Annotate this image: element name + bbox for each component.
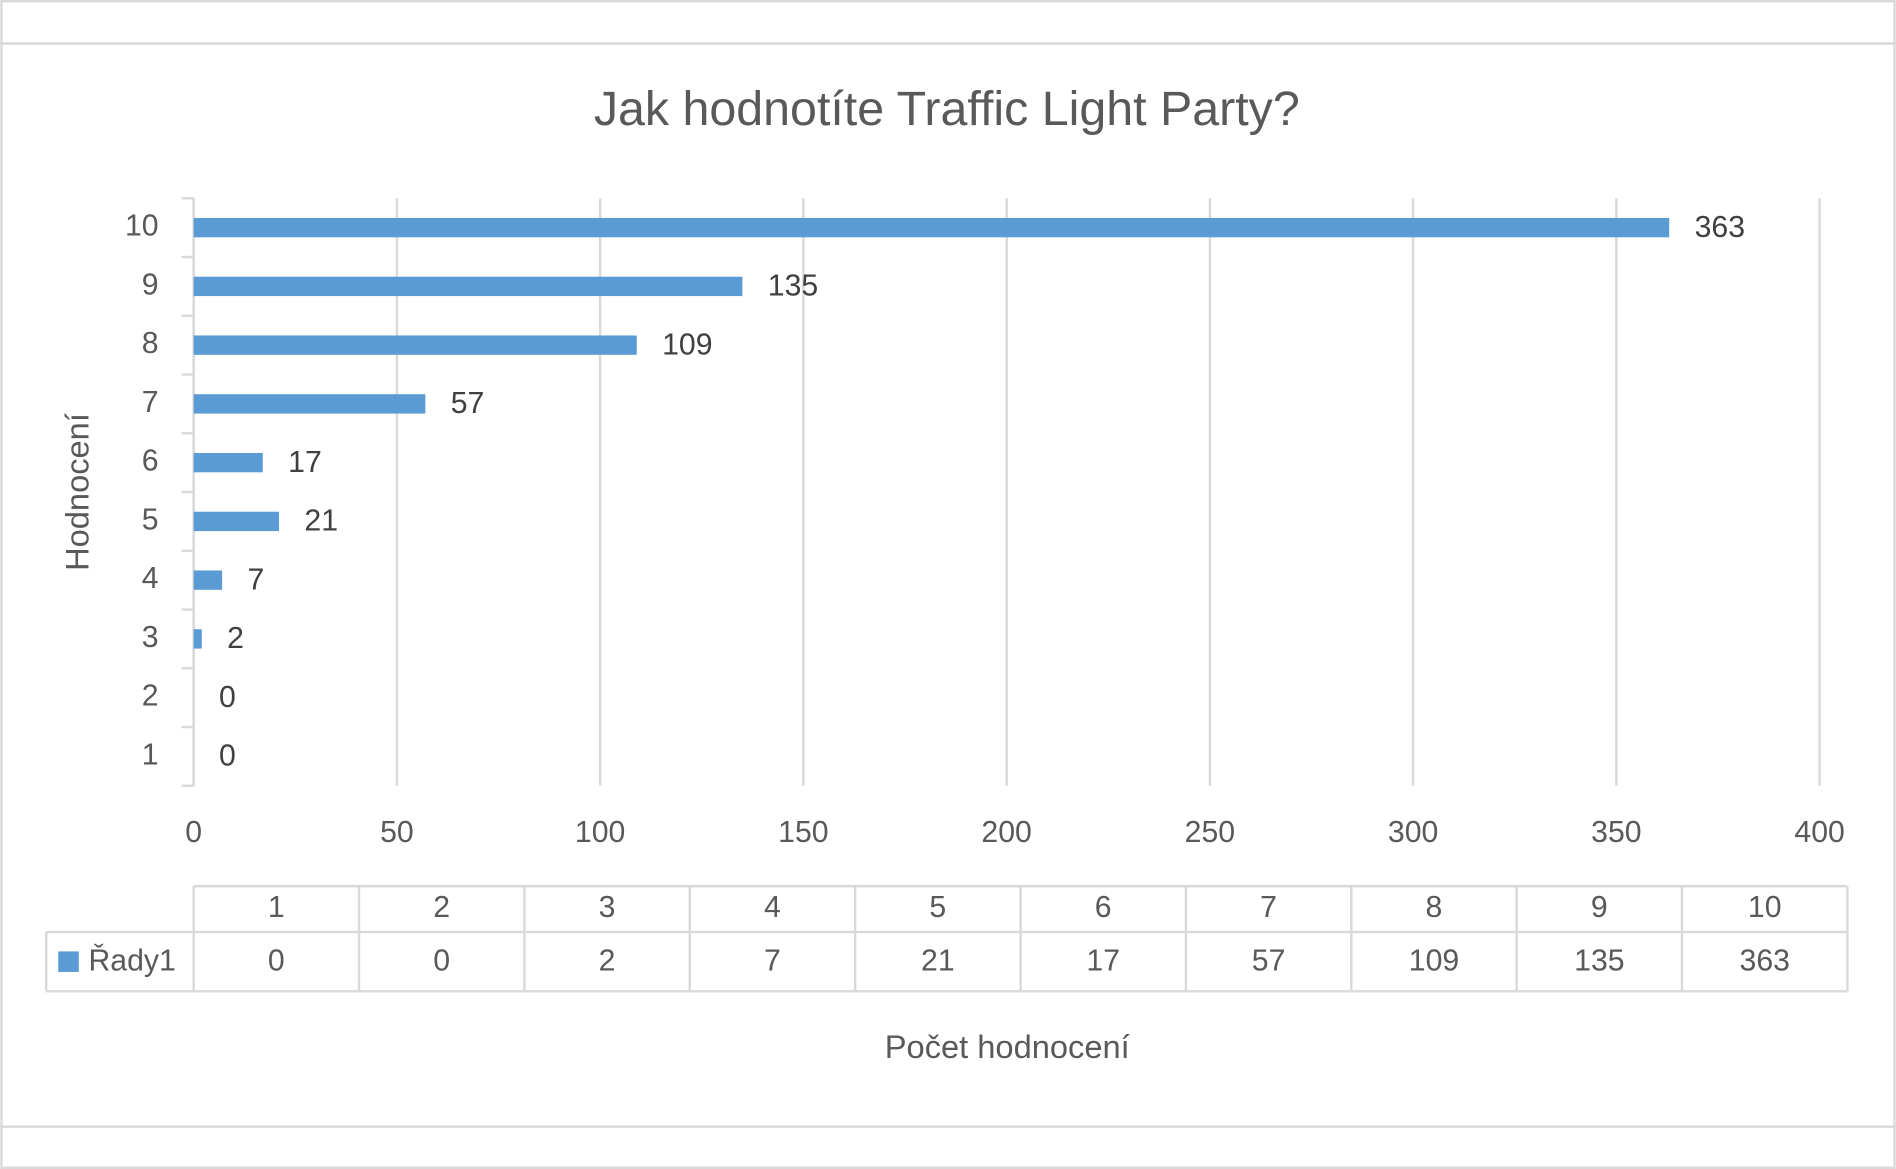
- value-label: 363: [1695, 211, 1745, 244]
- table-value: 21: [921, 944, 955, 977]
- x-tick-label: 400: [1794, 816, 1844, 849]
- y-tick-label: 5: [142, 503, 159, 536]
- x-tick-label: 0: [185, 816, 202, 849]
- table-value: 2: [599, 944, 616, 977]
- value-label: 135: [768, 270, 818, 303]
- table-value: 0: [268, 944, 285, 977]
- x-axis-title: Počet hodnocení: [885, 1028, 1130, 1065]
- table-header: 5: [929, 891, 946, 924]
- x-tick-label: 200: [981, 816, 1031, 849]
- table-header: 4: [764, 891, 781, 924]
- y-tick-label: 2: [142, 680, 159, 713]
- y-tick-label: 1: [142, 738, 159, 771]
- bar: [193, 335, 637, 355]
- table-value: 17: [1086, 944, 1120, 977]
- table-header: 7: [1260, 891, 1277, 924]
- y-tick-label: 7: [142, 386, 159, 419]
- x-tick-label: 250: [1185, 816, 1235, 849]
- bar: [193, 629, 202, 649]
- table-value: 57: [1252, 944, 1286, 977]
- x-tick-label: 100: [575, 816, 625, 849]
- bar: [193, 570, 223, 590]
- table-header: 3: [599, 891, 616, 924]
- y-tick-label: 4: [142, 562, 159, 595]
- value-label: 2: [227, 622, 244, 655]
- table-value: 7: [764, 944, 781, 977]
- table-value: 0: [433, 944, 450, 977]
- table-header: 10: [1748, 891, 1782, 924]
- table-header: 6: [1095, 891, 1112, 924]
- value-label: 21: [304, 505, 338, 538]
- bar: [193, 394, 426, 414]
- y-tick-label: 8: [142, 327, 159, 360]
- bar: [193, 511, 280, 532]
- value-label: 0: [219, 681, 236, 714]
- table-header: 9: [1591, 891, 1608, 924]
- x-tick-label: 350: [1591, 816, 1641, 849]
- table-value: 363: [1740, 944, 1790, 977]
- legend-swatch: [58, 951, 79, 972]
- table-header: 2: [433, 891, 450, 924]
- y-tick-label: 10: [125, 210, 159, 243]
- value-label: 109: [662, 328, 712, 361]
- legend-label: Řady1: [88, 944, 175, 977]
- x-tick-label: 50: [380, 816, 414, 849]
- value-label: 17: [288, 446, 322, 479]
- bar: [193, 217, 1670, 238]
- table-header: 8: [1426, 891, 1443, 924]
- value-label: 0: [219, 740, 236, 773]
- table-header: 1: [268, 891, 285, 924]
- bar: [193, 276, 743, 297]
- table-value: 135: [1574, 944, 1624, 977]
- x-tick-label: 300: [1388, 816, 1438, 849]
- value-label: 57: [451, 387, 485, 420]
- x-tick-label: 150: [778, 816, 828, 849]
- y-tick-label: 6: [142, 445, 159, 478]
- table-value: 109: [1409, 944, 1459, 977]
- y-tick-label: 3: [142, 621, 159, 654]
- y-axis-title: Hodnocení: [59, 413, 96, 571]
- value-label: 7: [247, 563, 264, 596]
- bar: [193, 452, 263, 473]
- chart-title: Jak hodnotíte Traffic Light Party?: [594, 82, 1300, 136]
- y-tick-label: 9: [142, 268, 159, 301]
